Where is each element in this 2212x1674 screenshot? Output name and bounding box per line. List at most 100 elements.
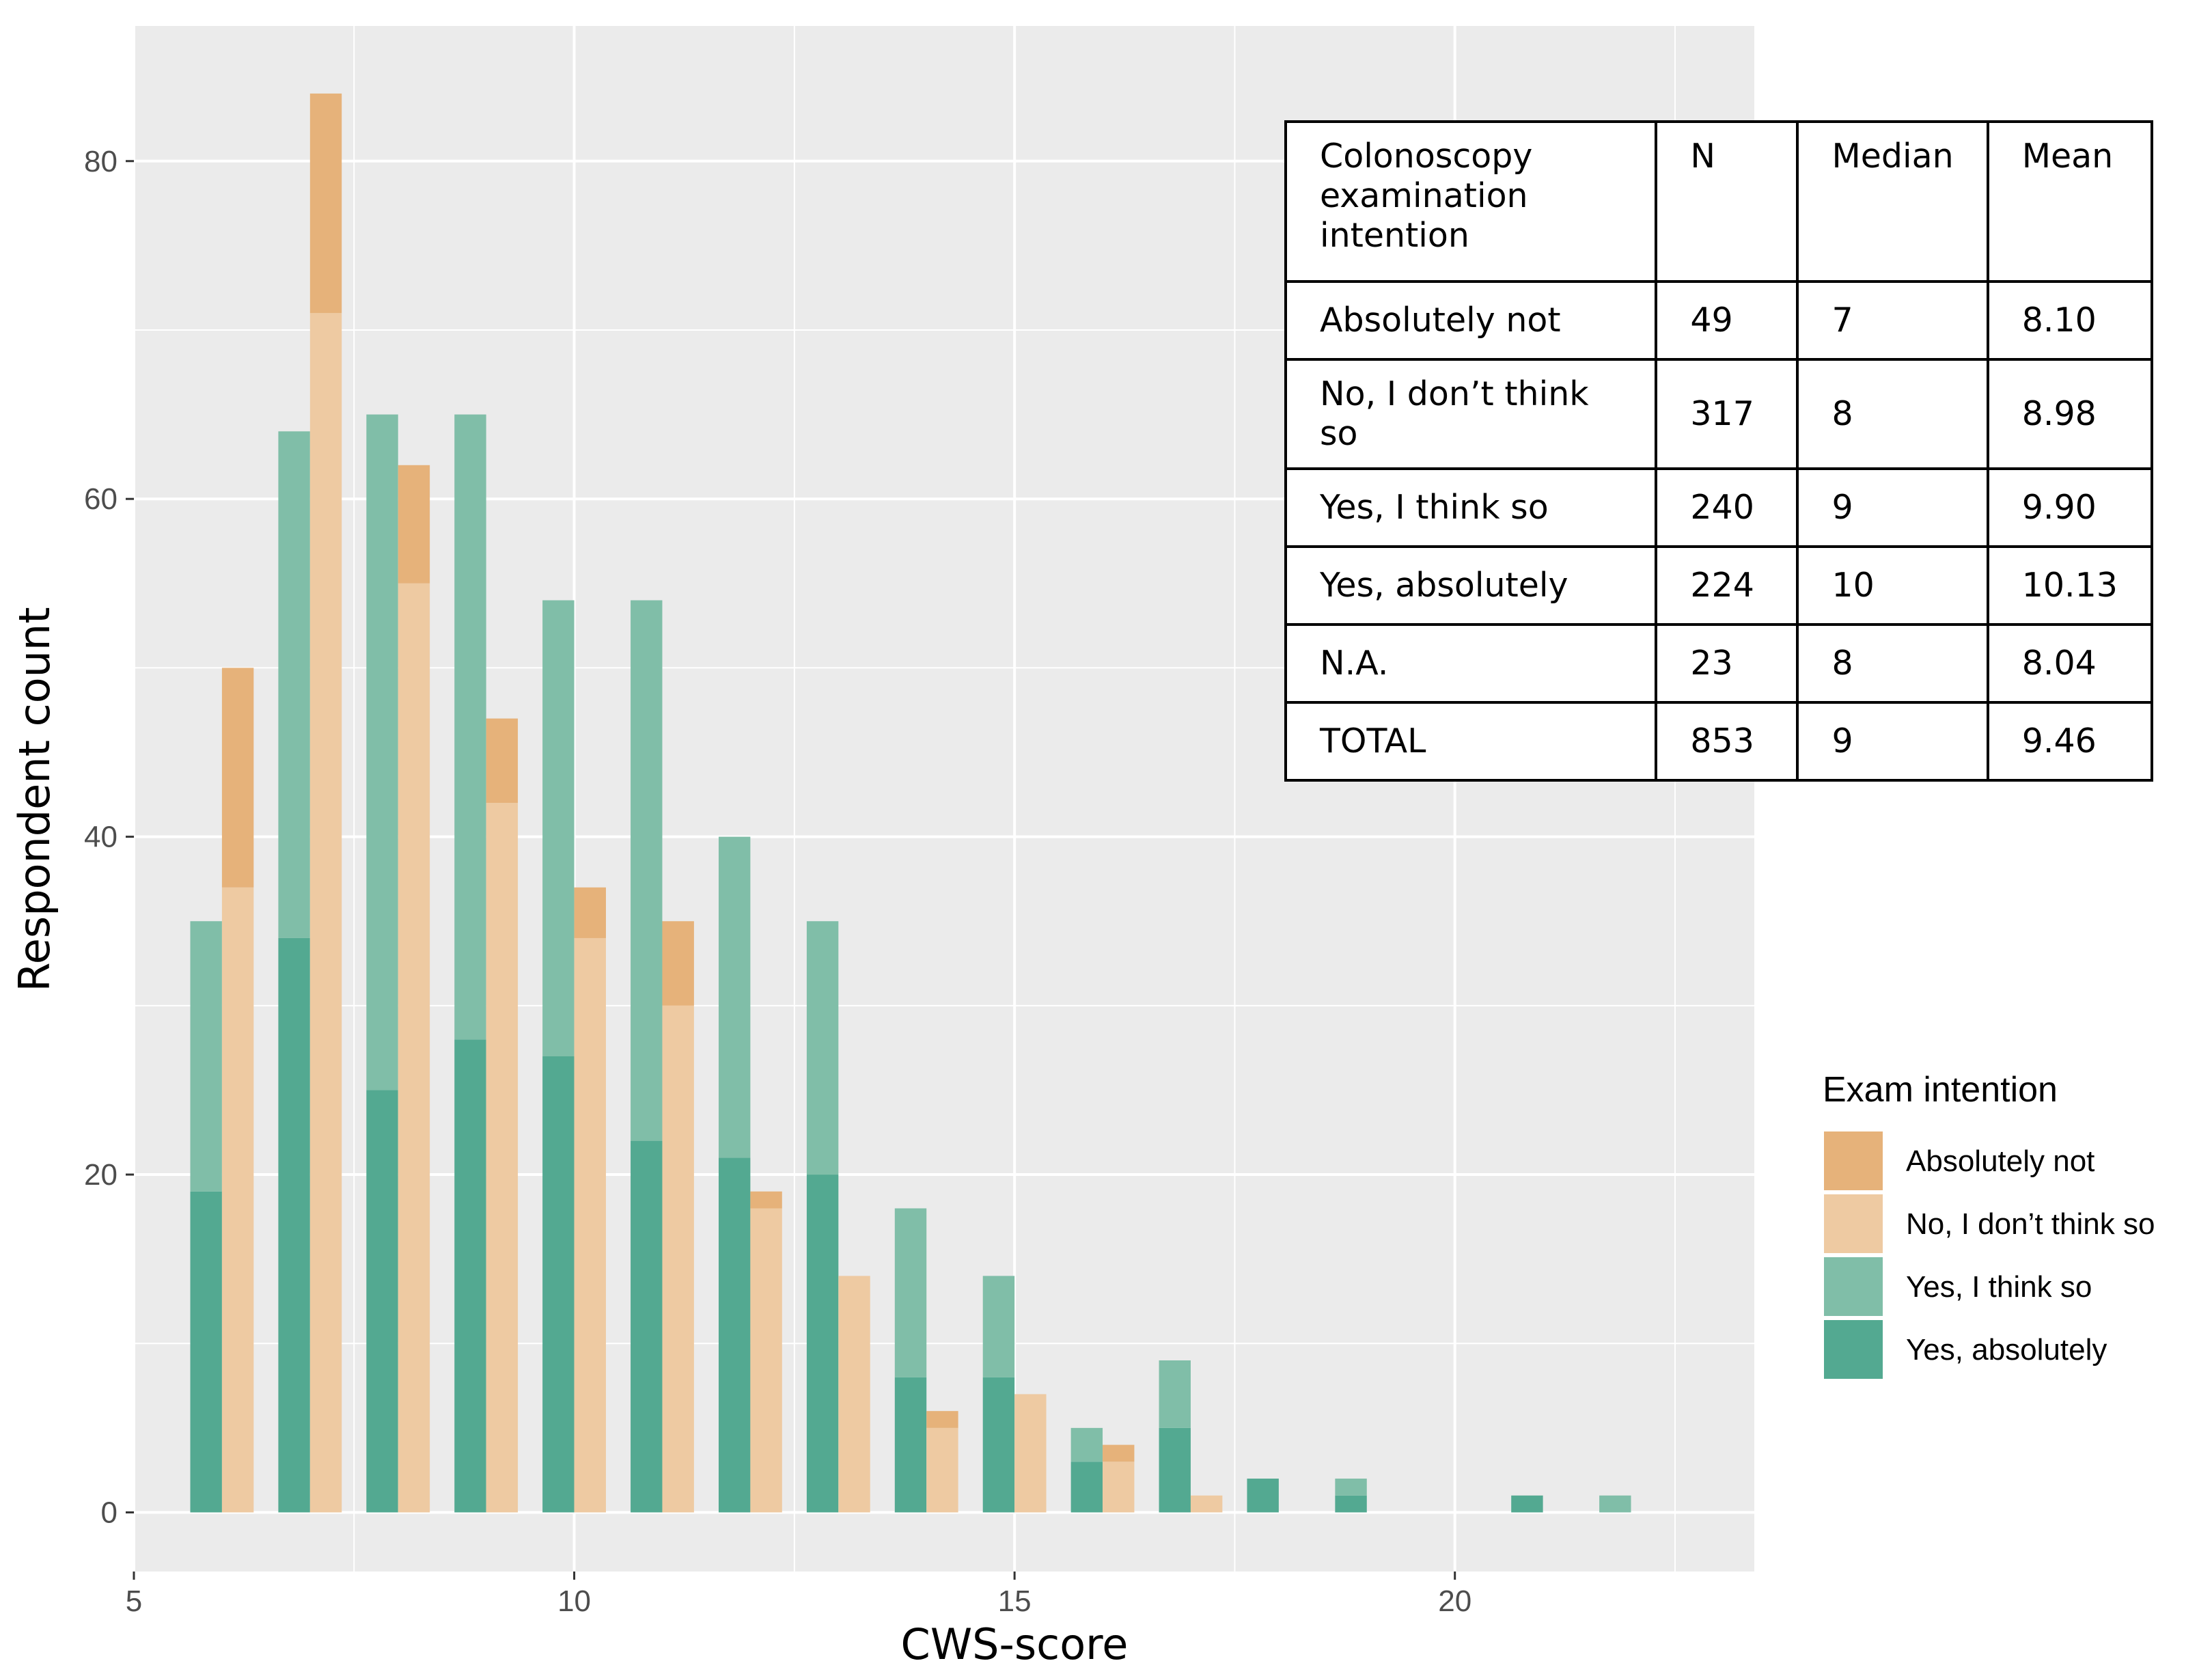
table-row: No, I don’t think so 317 8 8.98 — [1284, 358, 2154, 470]
bar — [366, 1090, 398, 1513]
legend-label: Yes, absolutely — [1906, 1333, 2107, 1367]
bar — [982, 1377, 1015, 1513]
bar — [278, 937, 310, 1513]
legend-swatch — [1824, 1320, 1883, 1379]
table-cell: 317 — [1655, 358, 1799, 470]
bar — [309, 313, 342, 1513]
table-cell: 49 — [1655, 280, 1799, 361]
bar — [454, 1039, 486, 1513]
table-cell: TOTAL — [1284, 700, 1658, 782]
bar — [190, 921, 222, 1192]
table-cell: N — [1655, 120, 1799, 283]
bar — [398, 465, 430, 584]
bar — [806, 1175, 839, 1513]
bar — [398, 583, 430, 1513]
bar — [1103, 1444, 1135, 1462]
table-cell: 23 — [1655, 622, 1799, 704]
table-cell: 240 — [1655, 467, 1799, 548]
x-tick-label: 15 — [998, 1584, 1032, 1618]
table-cell: Median — [1796, 120, 1989, 283]
table-row: Yes, I think so 240 9 9.90 — [1284, 467, 2154, 548]
table-cell: Colonoscopy examination intention — [1284, 120, 1658, 283]
table-cell: 9 — [1796, 700, 1989, 782]
table-cell: 8.10 — [1986, 280, 2154, 361]
table-header-row: Colonoscopy examination intention N Median Me… — [1284, 120, 2154, 283]
y-tick-label: 20 — [84, 1158, 117, 1192]
bar — [221, 668, 254, 888]
bar — [838, 1276, 870, 1513]
bar — [982, 1276, 1015, 1377]
table-row: TOTAL 853 9 9.46 — [1284, 700, 2154, 782]
bar — [1070, 1427, 1103, 1462]
table-cell: 8.98 — [1986, 358, 2154, 470]
table-cell: 8 — [1796, 358, 1989, 470]
bar — [662, 921, 694, 1006]
table-cell: Yes, I think so — [1284, 467, 1658, 548]
table-row: N.A. 23 8 8.04 — [1284, 622, 2154, 704]
legend-swatch — [1824, 1131, 1883, 1190]
legend-label: Absolutely not — [1906, 1144, 2095, 1178]
table-cell: 9.90 — [1986, 467, 2154, 548]
bar — [1159, 1360, 1191, 1428]
y-tick-label: 80 — [84, 145, 117, 178]
table-row: Absolutely not 49 7 8.10 — [1284, 280, 2154, 361]
bar — [631, 600, 663, 1141]
summary-table: Colonoscopy examination intention N Median Me… — [1284, 120, 2154, 782]
table-cell: 10.13 — [1986, 545, 2154, 626]
bar — [574, 937, 606, 1513]
table-cell: 224 — [1655, 545, 1799, 626]
bar — [278, 431, 310, 938]
bar — [454, 414, 486, 1040]
table-row: Yes, absolutely 224 10 10.13 — [1284, 545, 2154, 626]
table-cell: 9 — [1796, 467, 1989, 548]
y-tick-label: 40 — [84, 821, 117, 854]
bar — [190, 1191, 222, 1513]
bar — [1511, 1495, 1543, 1513]
table-cell: 8 — [1796, 622, 1989, 704]
y-axis: 0 20 40 60 80 — [84, 145, 134, 1529]
bar — [1335, 1495, 1367, 1513]
bar — [1247, 1479, 1279, 1513]
table-cell: Absolutely not — [1284, 280, 1658, 361]
legend-swatch — [1824, 1257, 1883, 1316]
table-cell: 9.46 — [1986, 700, 2154, 782]
bar — [750, 1208, 782, 1513]
bar — [926, 1411, 958, 1428]
y-tick-label: 60 — [84, 482, 117, 516]
x-tick-label: 5 — [126, 1584, 142, 1618]
bar — [894, 1377, 927, 1513]
bar — [662, 1005, 694, 1513]
bar — [486, 803, 519, 1513]
bar — [542, 600, 575, 1056]
legend: Exam intention Absolutely not No, I don’t… — [1823, 1070, 2155, 1379]
bar — [1335, 1479, 1367, 1496]
table-cell: No, I don’t think so — [1284, 358, 1658, 470]
bar — [574, 887, 606, 938]
bar — [486, 718, 519, 804]
bar — [894, 1208, 927, 1377]
bar — [366, 414, 398, 1090]
table-cell: 8.04 — [1986, 622, 2154, 704]
bar — [1070, 1462, 1103, 1513]
table-cell: 853 — [1655, 700, 1799, 782]
legend-title: Exam intention — [1823, 1070, 2058, 1110]
x-tick-label: 10 — [557, 1584, 591, 1618]
bar — [718, 1157, 751, 1513]
bar — [750, 1191, 782, 1209]
table-cell: N.A. — [1284, 622, 1658, 704]
legend-items: Absolutely not No, I don’t think so Yes, I… — [1824, 1131, 2155, 1379]
bar — [542, 1056, 575, 1513]
table-cell: 7 — [1796, 280, 1989, 361]
bar — [926, 1427, 958, 1513]
legend-label: No, I don’t think so — [1906, 1207, 2155, 1241]
table-cell: Mean — [1986, 120, 2154, 283]
bar — [1103, 1462, 1135, 1513]
bar — [631, 1140, 663, 1513]
table-cell: 10 — [1796, 545, 1989, 626]
bar — [309, 93, 342, 314]
y-tick-label: 0 — [101, 1496, 117, 1529]
y-axis-title: Respondent count — [10, 607, 59, 991]
bar — [1190, 1495, 1223, 1513]
bar — [1014, 1394, 1047, 1513]
bar — [718, 836, 751, 1158]
